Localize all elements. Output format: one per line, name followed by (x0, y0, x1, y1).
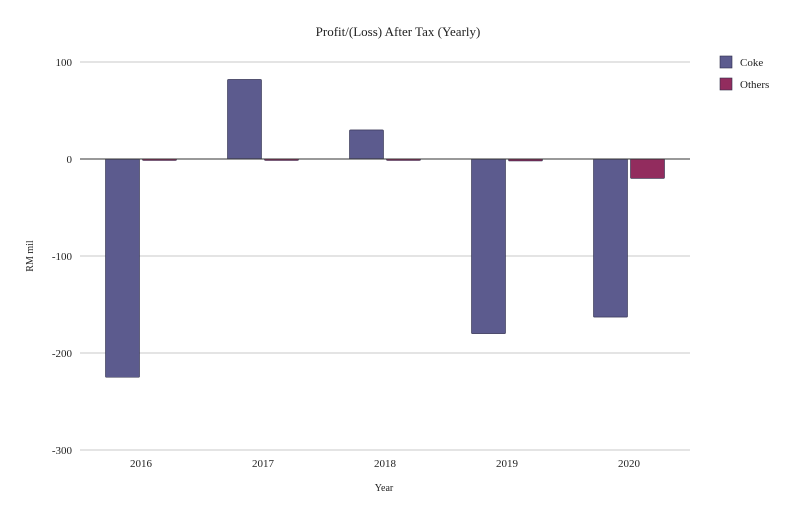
legend-label-others: Others (740, 79, 769, 91)
bar-coke-2018 (349, 129, 384, 160)
bar-others-2020 (630, 158, 665, 179)
bar-coke-2016 (105, 158, 140, 378)
y-tick-label: -200 (52, 348, 73, 360)
x-tick-label: 2018 (374, 458, 397, 470)
legend-label-coke: Coke (740, 57, 763, 69)
y-tick-label: 100 (56, 57, 73, 69)
x-tick-label: 2017 (252, 458, 275, 470)
legend-swatch-others (719, 77, 733, 91)
y-tick-label: -300 (52, 445, 73, 457)
y-axis-label: RM mil (25, 240, 36, 272)
x-axis-ticks: 2016 2017 2018 2019 2020 (130, 458, 641, 470)
x-tick-label: 2019 (496, 458, 519, 470)
x-tick-label: 2020 (618, 458, 641, 470)
legend-swatch-coke (719, 55, 733, 69)
bars (105, 79, 665, 378)
x-tick-label: 2016 (130, 458, 153, 470)
chart-title: Profit/(Loss) After Tax (Yearly) (316, 24, 481, 39)
y-tick-label: 0 (67, 154, 73, 166)
x-axis-label: Year (375, 483, 394, 494)
legend: Coke Others (719, 55, 769, 91)
bar-coke-2019 (471, 158, 506, 334)
bar-coke-2020 (593, 158, 628, 318)
bar-coke-2017 (227, 79, 262, 160)
y-tick-label: -100 (52, 251, 73, 263)
y-axis-ticks: 100 0 -100 -200 -300 (52, 57, 73, 457)
